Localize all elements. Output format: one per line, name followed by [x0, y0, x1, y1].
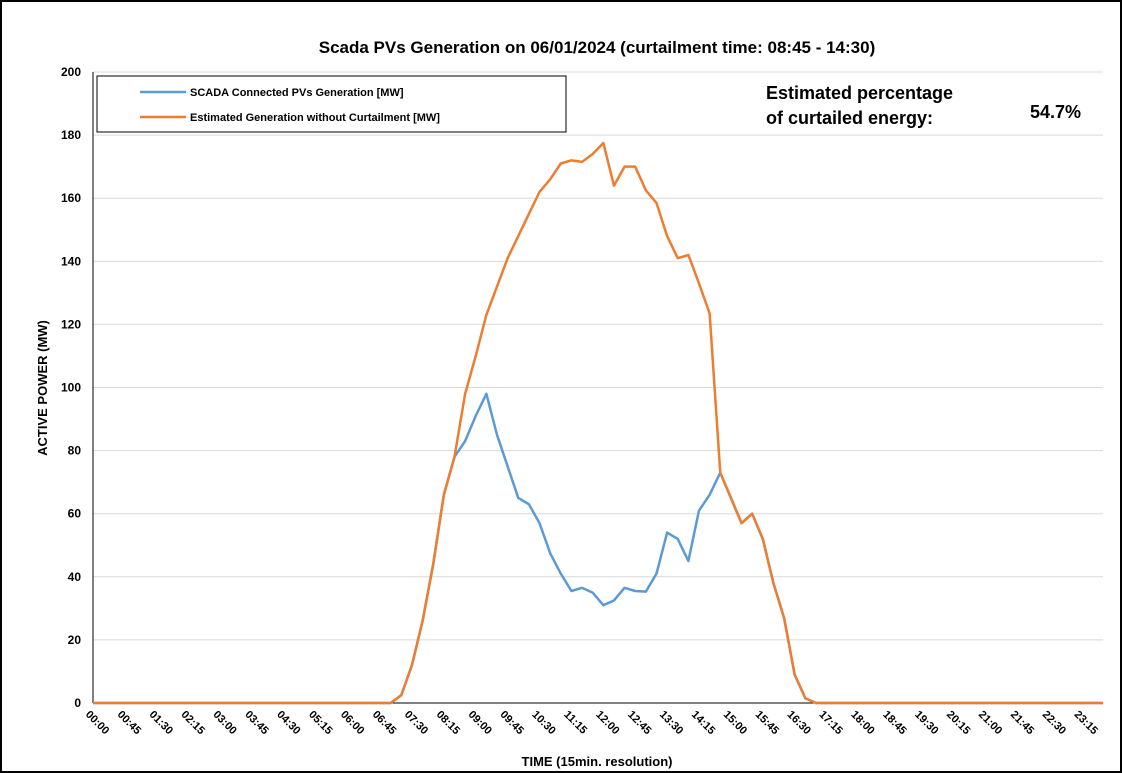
- annotation: of curtailed energy:: [766, 108, 933, 128]
- y-tick-label: 80: [68, 444, 82, 458]
- legend-label: SCADA Connected PVs Generation [MW]: [190, 87, 404, 99]
- y-tick-label: 120: [61, 317, 81, 331]
- chart-title: Scada PVs Generation on 06/01/2024 (curt…: [319, 38, 876, 57]
- series-line: [93, 141, 1103, 705]
- x-axis-label: TIME (15min. resolution): [522, 754, 673, 769]
- y-tick-label: 140: [61, 254, 81, 268]
- y-tick-label: 200: [61, 65, 81, 79]
- annotation: Estimated percentage: [766, 83, 953, 103]
- y-tick-label: 160: [61, 191, 81, 205]
- y-tick-label: 20: [68, 633, 82, 647]
- y-axis-label: ACTIVE POWER (MW): [35, 320, 50, 456]
- legend-box: [96, 75, 567, 133]
- y-tick-label: 180: [61, 128, 81, 142]
- annotation-value: 54.7%: [1030, 102, 1081, 122]
- y-tick-label: 0: [74, 696, 81, 710]
- y-tick-label: 60: [68, 507, 82, 521]
- y-tick-label: 100: [61, 381, 81, 395]
- legend-label: Estimated Generation without Curtailment…: [190, 112, 440, 124]
- y-tick-label: 40: [68, 570, 82, 584]
